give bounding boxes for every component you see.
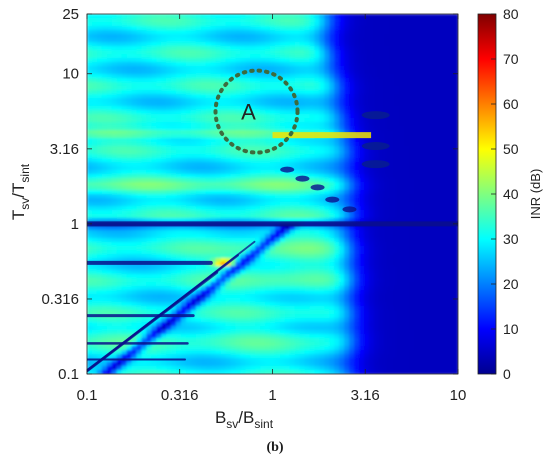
y-tick-label: 1 xyxy=(71,216,79,233)
y-tick-label: 25 xyxy=(62,6,79,23)
colorbar-tick-label: 30 xyxy=(503,231,519,247)
heatmap-features xyxy=(87,111,458,373)
x-tick-label: 10 xyxy=(450,387,467,404)
colorbar-tick-label: 20 xyxy=(503,276,519,292)
colorbar-ticks: 0 10 20 30 40 50 60 70 80 xyxy=(491,6,519,382)
colorbar-tick-label: 10 xyxy=(503,321,519,337)
x-axis: 0.1 0.316 1 3.16 10 xyxy=(77,14,467,404)
y-tick-label: 3.16 xyxy=(50,141,79,158)
x-tick-label: 1 xyxy=(268,387,276,404)
y-tick-label: 0.316 xyxy=(41,291,79,308)
y-axis-label: Tsv/Tsint xyxy=(9,163,32,220)
x-tick-label: 0.316 xyxy=(161,387,199,404)
y-tick-label: 0.1 xyxy=(58,366,79,383)
colorbar-tick-label: 40 xyxy=(503,186,519,202)
colorbar-tick-label: 0 xyxy=(503,366,511,382)
colorbar-tick-label: 60 xyxy=(503,96,519,112)
colorbar-tick-label: 70 xyxy=(503,51,519,67)
colorbar-tick-label: 80 xyxy=(503,6,519,22)
colorbar-label: INR (dB) xyxy=(528,169,543,220)
x-tick-label: 3.16 xyxy=(351,387,380,404)
x-tick-label: 0.1 xyxy=(77,387,98,404)
x-axis-label: Bsv/Bsint xyxy=(215,408,274,431)
figure-caption: (b) xyxy=(266,440,284,455)
annotation-label: A xyxy=(241,100,256,125)
annotation-circle-a xyxy=(213,68,300,155)
colorbar-tick-label: 50 xyxy=(503,141,519,157)
heatmap-field xyxy=(87,14,458,374)
y-tick-label: 10 xyxy=(62,66,79,83)
y-axis: 0.1 0.316 1 3.16 10 25 xyxy=(41,6,458,383)
